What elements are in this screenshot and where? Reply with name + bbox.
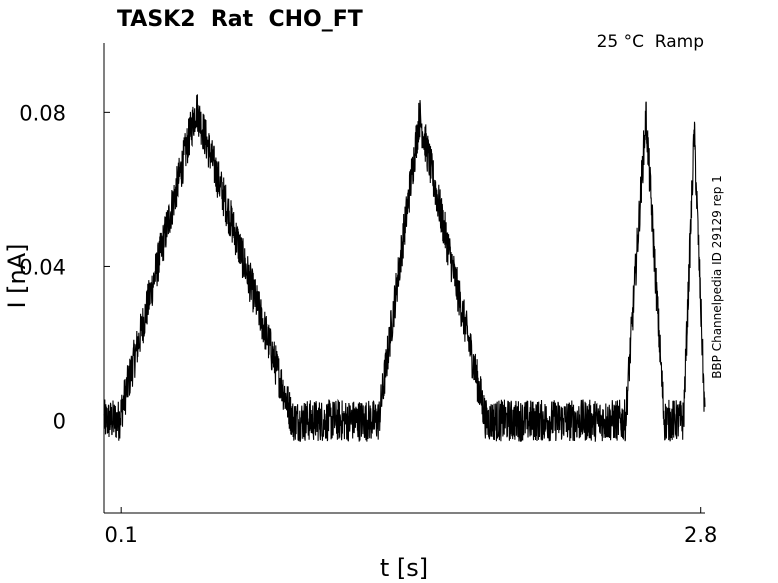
x-ticks: 0.1 2.8 <box>104 507 717 547</box>
y-tick-label: 0 <box>53 410 66 434</box>
side-label: BBP Channelpedia ID 29129 rep 1 <box>710 175 724 379</box>
x-tick-label: 0.1 <box>104 523 137 547</box>
y-ticks: 0 0.04 0.08 <box>19 101 110 434</box>
chart-title: TASK2 Rat CHO_FT <box>117 7 363 32</box>
x-axis-label: t [s] <box>380 554 428 582</box>
x-tick-label: 2.8 <box>684 523 717 547</box>
chart-subtitle: 25 °C Ramp <box>597 32 704 52</box>
y-axis-label: I [nA] <box>3 243 31 308</box>
y-tick-label: 0.04 <box>19 255 66 279</box>
y-tick-label: 0.08 <box>19 101 66 125</box>
current-trace-line <box>103 94 706 442</box>
